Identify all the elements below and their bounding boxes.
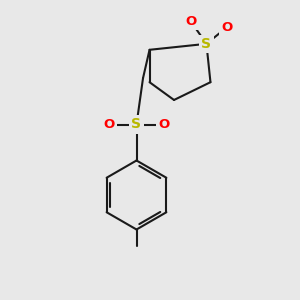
Text: O: O — [103, 118, 115, 131]
Text: S: S — [131, 118, 142, 131]
Text: O: O — [221, 21, 232, 34]
Text: S: S — [201, 37, 212, 51]
Text: O: O — [158, 118, 170, 131]
Text: O: O — [185, 15, 196, 28]
